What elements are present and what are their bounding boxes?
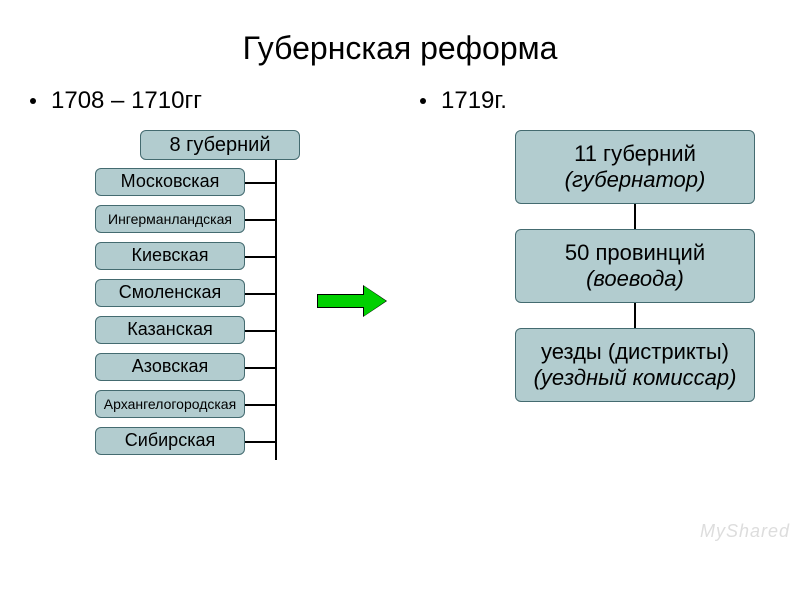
hierarchy-line2: (воевода) [586,266,684,292]
left-column: 1708 – 1710гг 8 губерний Московская Инге… [0,87,400,464]
tree-item: Ингерманландская [95,205,245,233]
hierarchy-box: 11 губерний (губернатор) [515,130,755,204]
tree-hline [245,182,275,184]
hierarchy-line2: (губернатор) [565,167,706,193]
tree-hline [245,441,275,443]
right-period: 1719г. [441,87,507,115]
vertical-connector [634,204,636,229]
watermark-text: MyShared [700,521,790,542]
left-period: 1708 – 1710гг [51,87,202,115]
tree-hline [245,367,275,369]
tree-item: Архангелогородская [95,390,245,418]
tree-item: Киевская [95,242,245,270]
tree-hline [245,219,275,221]
hierarchy-box: 50 провинций (воевода) [515,229,755,303]
page-title: Губернская реформа [0,0,800,87]
right-column: 1719г. 11 губерний (губернатор) 50 прови… [400,87,800,464]
hierarchy-stack: 11 губерний (губернатор) 50 провинций (в… [470,130,800,427]
tree-item: Сибирская [95,427,245,455]
tree-item: Казанская [95,316,245,344]
arrow-icon [317,286,387,316]
hierarchy-box: уезды (дистрикты) (уездный комиссар) [515,328,755,402]
tree-hline [245,330,275,332]
content-area: 1708 – 1710гг 8 губерний Московская Инге… [0,87,800,464]
bullet-icon [420,98,426,104]
tree-header-box: 8 губерний [140,130,300,160]
tree-hline [245,404,275,406]
tree-item: Азовская [95,353,245,381]
left-period-line: 1708 – 1710гг [20,87,400,115]
tree-item: Московская [95,168,245,196]
hierarchy-line1: 50 провинций [565,240,705,266]
tree-vertical-line [275,160,277,460]
tree-hline [245,256,275,258]
tree-item: Смоленская [95,279,245,307]
hierarchy-line1: уезды (дистрикты) [541,339,729,365]
vertical-connector [634,303,636,328]
hierarchy-line2: (уездный комиссар) [534,365,737,391]
hierarchy-line1: 11 губерний [574,141,696,167]
bullet-icon [30,98,36,104]
tree-hline [245,293,275,295]
right-period-line: 1719г. [410,87,800,115]
